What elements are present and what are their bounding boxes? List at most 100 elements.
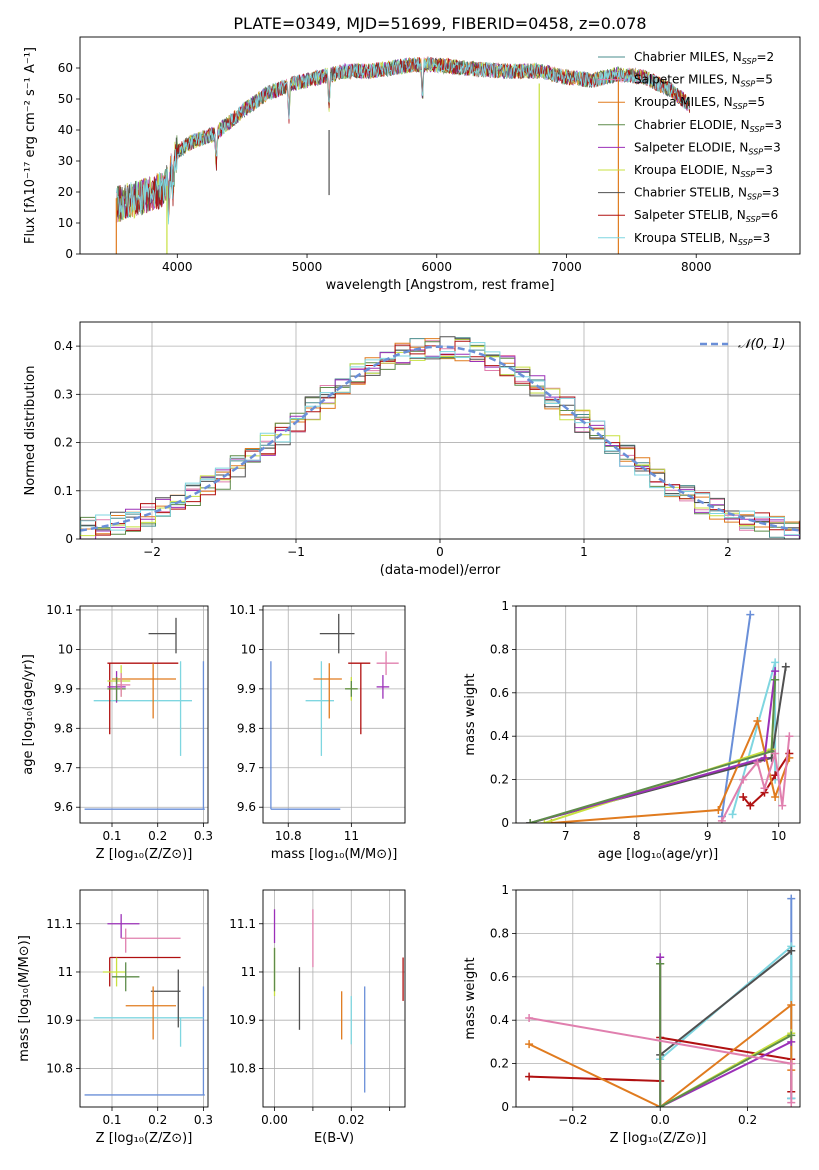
weight-marker [739,792,748,801]
weight-marker [787,1031,796,1040]
x-tick-label: 8000 [681,260,712,274]
x-tick-label: 7 [562,829,570,843]
x-tick-label: 0.2 [148,1113,167,1127]
y-tick-label: 60 [58,61,73,75]
x-tick-label: 0.2 [148,829,167,843]
weight-series-line [659,950,792,1056]
weight-marker [656,1103,665,1107]
y-tick-label: 10 [241,642,256,656]
y-tick-label: 0.1 [54,484,73,498]
reference-legend-label: 𝒩(0, 1) [738,337,785,352]
x-axis-label: E(B-V) [314,1131,354,1146]
y-tick-label: 10.8 [46,1061,73,1075]
weight-marker [771,792,780,801]
x-tick-label: −2 [143,545,161,559]
plot-area-age_vs_mass [270,613,399,810]
y-tick-label: 30 [58,154,73,168]
y-axis-label: mass [log₁₀(M/M⊙)] [17,935,32,1062]
weight-marker [525,1072,534,1081]
x-tick-label: −0.2 [558,1113,587,1127]
x-tick-label: −1 [287,545,305,559]
x-tick-label: 4000 [162,260,193,274]
x-tick-label: 8 [633,829,641,843]
y-tick-label: 0 [65,247,73,261]
y-tick-label: 10.9 [229,1013,256,1027]
x-axis-label: Z [log₁₀(Z/Z⊙)] [96,847,193,862]
normal-curve [80,345,800,532]
histogram-series [80,342,800,536]
weight-marker [728,810,737,819]
x-tick-label: 0.00 [261,1113,288,1127]
weight-marker [787,1098,796,1107]
axes-frame [79,605,209,824]
legend-entry: Chabrier STELIB, NSSP=3 [634,186,779,202]
figure-title: PLATE=0349, MJD=51699, FIBERID=0458, z=0… [233,14,646,33]
axes-frame [262,889,406,1108]
plot-area-age_vs_Z [84,617,205,810]
y-tick-label: 0.8 [490,926,509,940]
y-tick-label: 40 [58,123,73,137]
y-tick-label: 9.7 [54,761,73,775]
x-tick-label: 10 [771,829,786,843]
weight-marker [656,959,665,968]
weight-marker [787,1001,796,1010]
y-tick-label: 0.4 [490,729,509,743]
y-axis-label: mass weight [463,673,478,755]
legend-entry: Chabrier ELODIE, NSSP=3 [634,118,782,134]
y-tick-label: 0.2 [54,436,73,450]
y-tick-label: 1 [501,599,509,613]
weight-marker [739,775,748,784]
weight-marker [746,610,755,619]
y-tick-label: 0.3 [54,387,73,401]
weight-marker [785,732,794,741]
plot-area-weight_vs_age [526,610,794,823]
weight-marker [771,675,780,684]
y-tick-label: 1 [501,883,509,897]
x-tick-label: 0.02 [338,1113,365,1127]
spectrum-line [115,56,691,225]
y-tick-label: 20 [58,185,73,199]
plot-area-mass_vs_Z [84,914,205,1096]
x-axis-label: (data-model)/error [380,563,501,578]
weight-marker [746,801,755,810]
chart-weight_vs_Z: −0.2 0.0 0.2 0 0.2 0.4 0.6 0.8 1 Z [log₁₀(Z/Z⊙)] m… [463,883,801,1146]
x-tick-label: 7000 [551,260,582,274]
y-tick-label: 9.7 [237,761,256,775]
weight-marker [760,753,769,762]
x-axis-label: age [log₁₀(age/yr)] [598,847,719,862]
plot-area-mass_vs_ebv [273,909,404,1093]
weight-marker [760,784,769,793]
y-tick-label: 10.9 [46,1013,73,1027]
y-axis-label: Normed distribution [23,366,38,496]
chart-mass_vs_ebv: 0.00 0.02 10.8 10.9 11 11.1 E(B-V) [229,889,406,1146]
weight-marker [753,758,762,767]
legend-entry: Kroupa MILES, NSSP=5 [634,95,765,111]
weight-marker [540,819,549,823]
weight-series-line [731,662,777,815]
axes-frame [515,889,801,1108]
weight-marker [714,805,723,814]
legend: Chabrier MILES, NSSP=2 Salpeter MILES, NS… [598,50,782,247]
axes-frame [515,605,801,824]
weight-marker [778,801,787,810]
x-tick-label: 0.3 [194,1113,213,1127]
chart-mass_vs_Z: 0.1 0.2 0.3 10.8 10.9 11 11.1 Z [log₁₀(Z/Z⊙)] ma… [17,889,213,1146]
y-tick-label: 9.6 [237,800,256,814]
axes-frame [79,321,801,540]
y-tick-label: 0 [501,1100,509,1114]
x-tick-label: 1 [580,545,588,559]
x-tick-label: 0.3 [194,829,213,843]
y-axis-label: age [log₁₀(age/yr)] [21,654,36,775]
weight-marker [781,662,790,671]
y-tick-label: 50 [58,92,73,106]
axes-frame [79,889,209,1108]
weight-marker [526,819,535,823]
x-axis-label: wavelength [Angstrom, rest frame] [326,278,555,293]
weight-marker [787,894,796,903]
y-tick-label: 11.1 [229,917,256,931]
weight-marker [787,1059,796,1068]
y-tick-label: 11 [58,965,73,979]
weight-marker [753,717,762,726]
weight-marker [771,667,780,676]
